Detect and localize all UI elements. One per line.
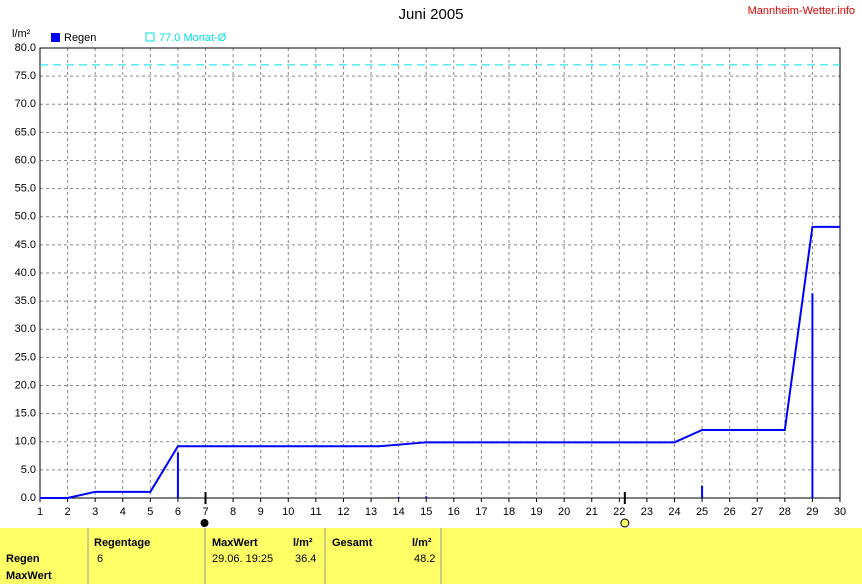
x-tick-label: 11 bbox=[310, 506, 321, 518]
legend-swatch bbox=[145, 32, 155, 42]
header: MaxWert bbox=[212, 537, 258, 549]
y-tick-label: 80.0 bbox=[15, 42, 36, 54]
new-moon bbox=[620, 518, 630, 528]
y-tick-label: 60.0 bbox=[15, 154, 36, 166]
legend-label: 77.0 Monat-Ø bbox=[159, 32, 227, 44]
x-tick-label: 21 bbox=[586, 506, 598, 518]
y-tick-label: 40.0 bbox=[15, 267, 36, 279]
header: l/m² bbox=[412, 537, 432, 549]
header: l/m² bbox=[293, 537, 313, 549]
legend-label: Regen bbox=[64, 32, 96, 44]
y-tick-label: 5.0 bbox=[21, 464, 36, 476]
legend-swatch bbox=[51, 33, 60, 42]
chart-title: Juni 2005 bbox=[398, 6, 463, 23]
y-tick-label: 15.0 bbox=[15, 408, 36, 420]
x-tick-label: 8 bbox=[230, 506, 236, 518]
cell: 29.06. 19:25 bbox=[212, 553, 273, 565]
x-tick-label: 19 bbox=[530, 506, 542, 518]
cell: 36.4 bbox=[295, 553, 316, 565]
cell: 6 bbox=[97, 553, 103, 565]
y-tick-label: 25.0 bbox=[15, 351, 36, 363]
y-tick-label: 75.0 bbox=[15, 70, 36, 82]
y-tick-label: 35.0 bbox=[15, 295, 36, 307]
x-tick-label: 30 bbox=[834, 506, 846, 518]
y-tick-label: 70.0 bbox=[15, 98, 36, 110]
y-tick-label: 65.0 bbox=[15, 126, 36, 138]
header: Gesamt bbox=[332, 537, 373, 549]
x-tick-label: 25 bbox=[696, 506, 708, 518]
y-axis-label: l/m² bbox=[12, 28, 31, 40]
x-tick-label: 17 bbox=[475, 506, 487, 518]
x-tick-label: 28 bbox=[779, 506, 791, 518]
cell: 48.2 bbox=[414, 553, 435, 565]
x-tick-label: 24 bbox=[668, 506, 680, 518]
full-moon bbox=[200, 519, 209, 527]
x-tick-label: 1 bbox=[37, 506, 43, 518]
x-tick-label: 5 bbox=[147, 506, 153, 518]
x-tick-label: 10 bbox=[282, 506, 294, 518]
x-tick-label: 16 bbox=[448, 506, 460, 518]
y-tick-label: 30.0 bbox=[15, 323, 36, 335]
table-background bbox=[0, 528, 862, 584]
x-tick-label: 13 bbox=[365, 506, 377, 518]
x-tick-label: 2 bbox=[65, 506, 71, 518]
x-tick-label: 18 bbox=[503, 506, 515, 518]
x-tick-label: 26 bbox=[724, 506, 736, 518]
row-label: MaxWert bbox=[6, 570, 52, 582]
y-tick-label: 20.0 bbox=[15, 379, 36, 391]
header: Regentage bbox=[94, 537, 150, 549]
x-tick-label: 6 bbox=[175, 506, 181, 518]
x-tick-label: 7 bbox=[202, 506, 208, 518]
x-tick-label: 29 bbox=[806, 506, 818, 518]
y-tick-label: 10.0 bbox=[15, 436, 36, 448]
source: Mannheim-Wetter.info bbox=[748, 5, 855, 17]
x-tick-label: 15 bbox=[420, 506, 432, 518]
y-tick-label: 0.0 bbox=[21, 492, 36, 504]
x-tick-label: 27 bbox=[751, 506, 763, 518]
plot-frame bbox=[39, 47, 841, 499]
x-tick-label: 9 bbox=[258, 506, 264, 518]
x-tick-label: 4 bbox=[120, 506, 126, 518]
line bbox=[40, 225, 840, 499]
x-tick-label: 20 bbox=[558, 506, 570, 518]
x-tick-label: 22 bbox=[613, 506, 625, 518]
y-tick-label: 55.0 bbox=[15, 183, 36, 195]
x-tick-label: 23 bbox=[641, 506, 653, 518]
row-label: Regen bbox=[6, 553, 40, 565]
y-tick-label: 45.0 bbox=[15, 239, 36, 251]
x-tick-label: 3 bbox=[92, 506, 98, 518]
y-tick-label: 50.0 bbox=[15, 211, 36, 223]
x-tick-label: 14 bbox=[392, 506, 404, 518]
x-tick-label: 12 bbox=[337, 506, 349, 518]
